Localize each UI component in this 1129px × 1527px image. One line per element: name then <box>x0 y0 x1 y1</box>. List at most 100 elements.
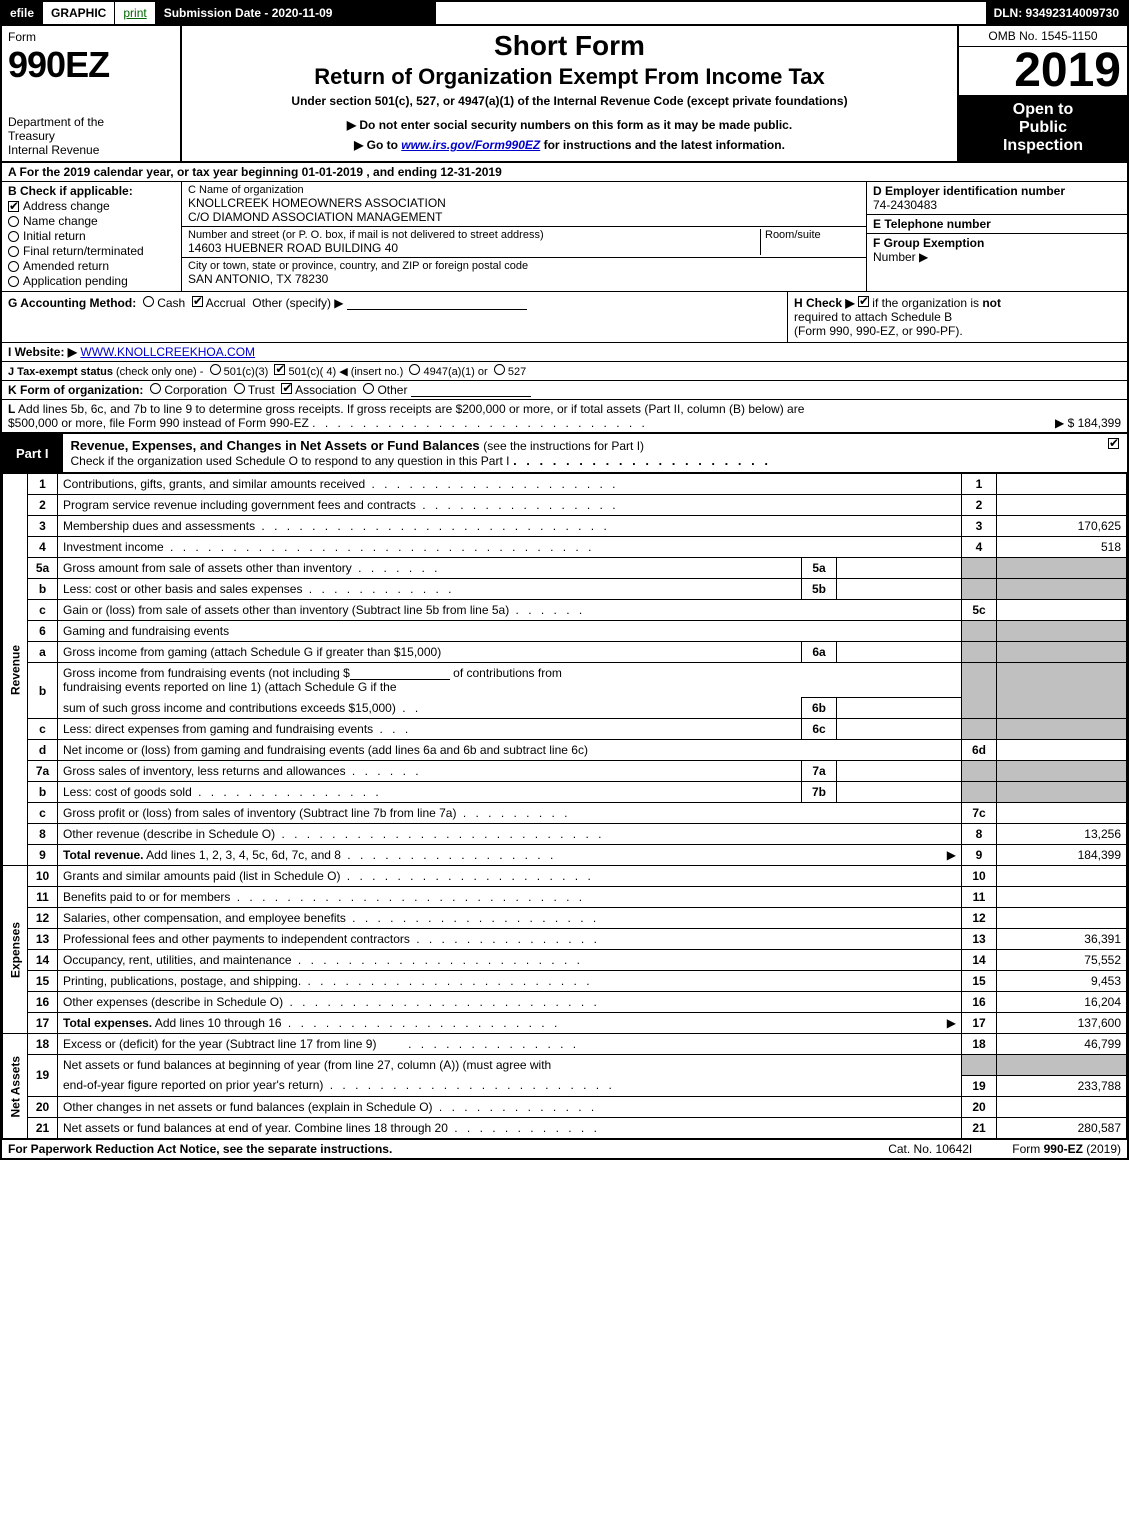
checkbox-icon[interactable] <box>274 364 285 375</box>
irs-link[interactable]: www.irs.gov/Form990EZ <box>401 138 540 152</box>
line-desc: Printing, publications, postage, and shi… <box>58 971 962 992</box>
dots-icon: . . <box>396 701 421 715</box>
checkbox-icon[interactable] <box>858 296 869 307</box>
radio-icon[interactable] <box>363 383 374 394</box>
section-bcdef: B Check if applicable: Address change Na… <box>2 182 1127 292</box>
desc-text: Benefits paid to or for members <box>63 890 230 904</box>
line-num: 14 <box>28 950 58 971</box>
line-num: 3 <box>28 516 58 537</box>
page-footer: For Paperwork Reduction Act Notice, see … <box>2 1139 1127 1158</box>
grey-cell <box>997 1055 1127 1076</box>
line-num: 20 <box>28 1096 58 1117</box>
part-i-heading: Part I Revenue, Expenses, and Changes in… <box>2 434 1127 473</box>
radio-icon[interactable] <box>150 383 161 394</box>
grey-cell <box>997 579 1127 600</box>
grey-cell <box>997 782 1127 803</box>
dots-icon: . . . . . . <box>346 764 422 778</box>
grey-cell <box>962 558 997 579</box>
form-reference: Form 990-EZ (2019) <box>1012 1142 1121 1156</box>
line-ref: 10 <box>962 866 997 887</box>
goto-line: ▶ Go to www.irs.gov/Form990EZ for instru… <box>190 138 949 152</box>
dots-icon: . . . . . . . . . . . . . . . . . . . . … <box>230 890 585 904</box>
g-cash: Cash <box>157 296 185 310</box>
dots-icon: . . . . . . . . . . . . . . . . . . . . … <box>323 1078 614 1092</box>
desc-text: fundraising events reported on line 1) (… <box>63 680 397 694</box>
line-desc: Gross income from gaming (attach Schedul… <box>58 642 802 663</box>
radio-icon[interactable] <box>210 364 221 375</box>
f-label2: Number ▶ <box>873 250 928 264</box>
line-amount: 46,799 <box>997 1034 1127 1055</box>
table-row: 5a Gross amount from sale of assets othe… <box>3 558 1127 579</box>
form-word: Form <box>8 30 174 44</box>
sub-val <box>837 642 962 663</box>
radio-icon[interactable] <box>234 383 245 394</box>
dept-line1: Department of the <box>8 115 174 129</box>
desc-text: Other revenue (describe in Schedule O) <box>63 827 275 841</box>
website-link[interactable]: WWW.KNOLLCREEKHOA.COM <box>80 345 255 359</box>
amended-return-label: Amended return <box>23 259 109 273</box>
desc-text: Net assets or fund balances at end of ye… <box>63 1121 448 1135</box>
g-other: Other (specify) ▶ <box>252 296 343 310</box>
line-num: 4 <box>28 537 58 558</box>
chk-initial-return[interactable]: Initial return <box>8 229 175 243</box>
checkbox-icon[interactable] <box>192 296 203 307</box>
row-g: G Accounting Method: Cash Accrual Other … <box>2 292 787 342</box>
chk-name-change[interactable]: Name change <box>8 214 175 228</box>
table-row: 15 Printing, publications, postage, and … <box>3 971 1127 992</box>
blank-field[interactable] <box>350 666 450 680</box>
row-gh: G Accounting Method: Cash Accrual Other … <box>2 292 1127 343</box>
radio-icon <box>8 276 19 287</box>
efile-label: efile <box>10 6 34 20</box>
desc-text: Excess or (deficit) for the year (Subtra… <box>63 1037 376 1051</box>
part-i-checkbox[interactable] <box>1100 434 1127 472</box>
desc-text: Gross amount from sale of assets other t… <box>63 561 352 575</box>
l-amount: ▶ $ 184,399 <box>1055 416 1121 430</box>
desc-text: Occupancy, rent, utilities, and maintena… <box>63 953 292 967</box>
table-row: 7a Gross sales of inventory, less return… <box>3 761 1127 782</box>
sub-ref: 6c <box>802 719 837 740</box>
chk-address-change[interactable]: Address change <box>8 199 175 213</box>
header-left: Form 990EZ Department of the Treasury In… <box>2 26 182 161</box>
g-other-field[interactable] <box>347 296 527 310</box>
radio-icon <box>8 216 19 227</box>
chk-application-pending[interactable]: Application pending <box>8 274 175 288</box>
sub-val <box>837 698 962 719</box>
line-amount: 233,788 <box>997 1075 1127 1096</box>
j-opt2: 501(c)( 4) ◀ (insert no.) <box>288 366 403 378</box>
paperwork-notice: For Paperwork Reduction Act Notice, see … <box>8 1142 392 1156</box>
line-desc: Gross profit or (loss) from sales of inv… <box>58 803 962 824</box>
checkbox-icon[interactable] <box>281 383 292 394</box>
dots-icon: . . . . . . . . . . . . . . . . . . . . … <box>283 995 600 1009</box>
chk-amended-return[interactable]: Amended return <box>8 259 175 273</box>
sub-val <box>837 579 962 600</box>
city-label: City or town, state or province, country… <box>188 260 860 272</box>
header-mid: Short Form Return of Organization Exempt… <box>182 26 957 161</box>
radio-icon[interactable] <box>143 296 154 307</box>
line-num: 12 <box>28 908 58 929</box>
chk-final-return[interactable]: Final return/terminated <box>8 244 175 258</box>
radio-icon[interactable] <box>409 364 420 375</box>
line-num: c <box>28 719 58 740</box>
form-pre: Form <box>1012 1142 1043 1156</box>
desc-text: Gross income from fundraising events (no… <box>63 666 350 680</box>
table-row: 4 Investment income . . . . . . . . . . … <box>3 537 1127 558</box>
print-link[interactable]: print <box>115 2 155 24</box>
line-ref: 15 <box>962 971 997 992</box>
table-row: 11 Benefits paid to or for members . . .… <box>3 887 1127 908</box>
graphic-cell: GRAPHIC <box>43 2 115 24</box>
dots-icon: . . . . . . . . . . . . . . . <box>410 932 600 946</box>
table-row: 3 Membership dues and assessments . . . … <box>3 516 1127 537</box>
sub-ref: 7b <box>802 782 837 803</box>
header-block: Form 990EZ Department of the Treasury In… <box>2 26 1127 163</box>
row-j: J Tax-exempt status (check only one) - 5… <box>2 362 1127 381</box>
desc-bold: Total revenue. <box>63 848 143 862</box>
radio-icon[interactable] <box>494 364 505 375</box>
dots-icon: . . . <box>373 722 411 736</box>
col-c: C Name of organization KNOLLCREEK HOMEOW… <box>182 182 867 291</box>
dots-icon: . . . . . . . . . . . . . <box>433 1100 598 1114</box>
h-text3: (Form 990, 990-EZ, or 990-PF). <box>794 324 963 338</box>
line-num: c <box>28 600 58 621</box>
line-desc: Investment income . . . . . . . . . . . … <box>58 537 962 558</box>
k-other-field[interactable] <box>411 383 531 397</box>
line-amount <box>997 1096 1127 1117</box>
